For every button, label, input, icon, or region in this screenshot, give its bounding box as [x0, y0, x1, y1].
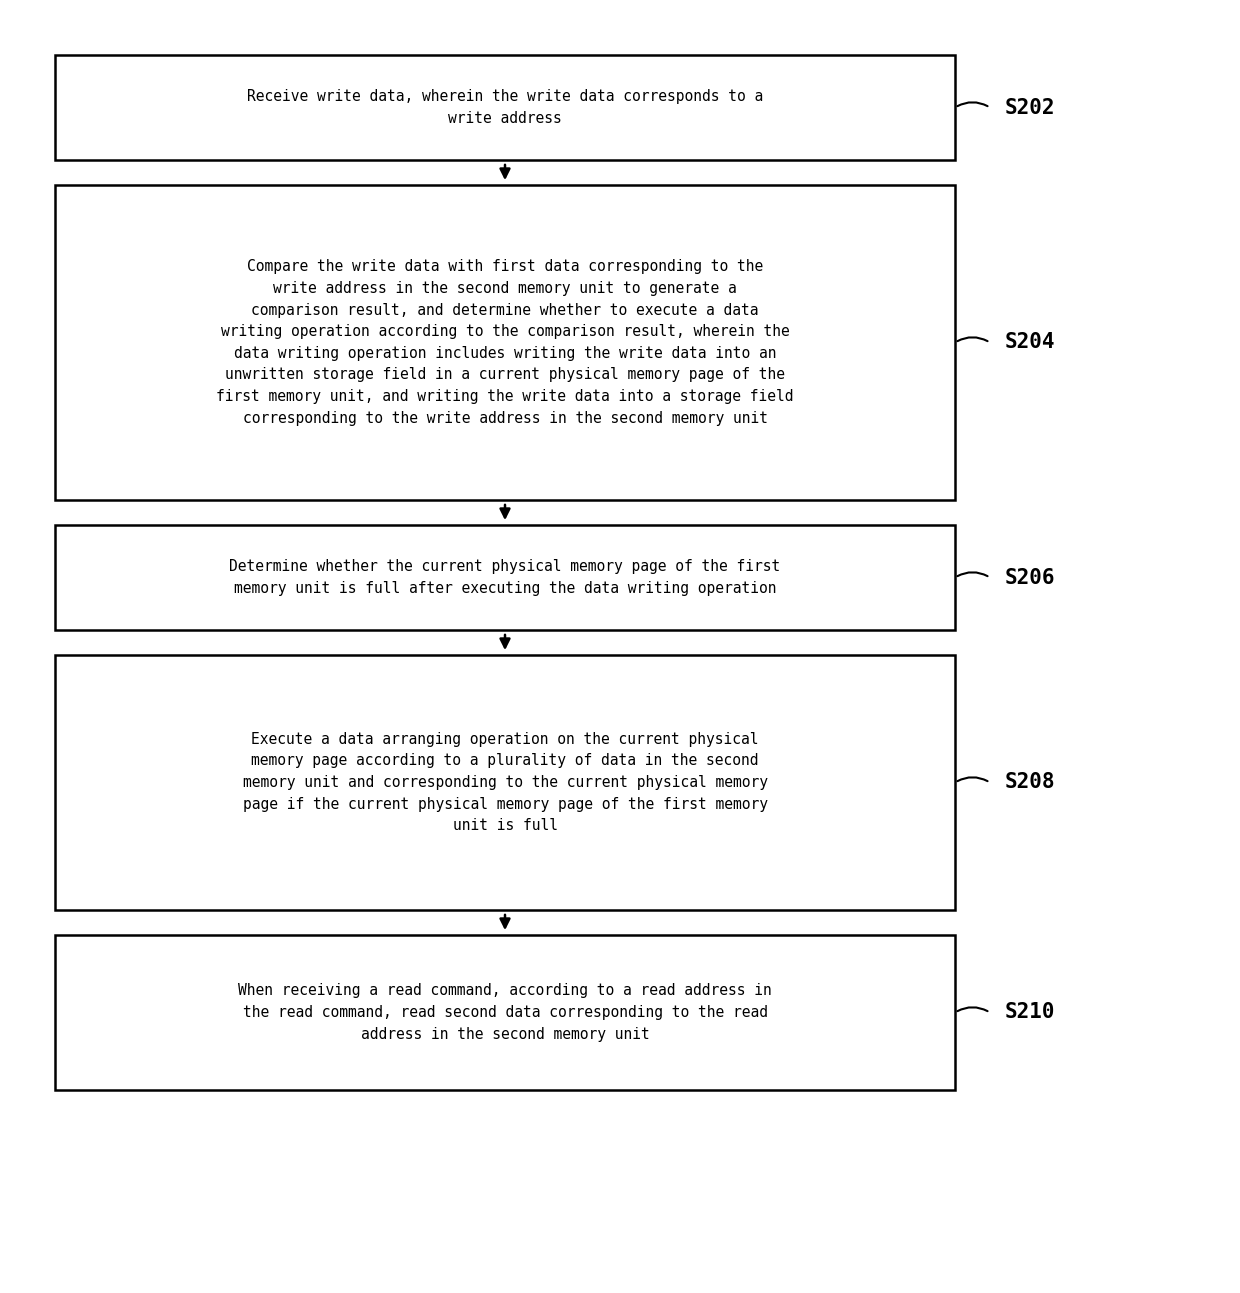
Text: S208: S208: [1004, 772, 1055, 793]
Bar: [55, 56, 955, 160]
Text: S202: S202: [1004, 97, 1055, 118]
Text: When receiving a read command, according to a read address in
the read command, : When receiving a read command, according…: [238, 984, 771, 1042]
Text: Execute a data arranging operation on the current physical
memory page according: Execute a data arranging operation on th…: [243, 732, 768, 833]
Text: Compare the write data with first data corresponding to the
write address in the: Compare the write data with first data c…: [216, 260, 794, 425]
Text: Receive write data, wherein the write data corresponds to a
write address: Receive write data, wherein the write da…: [247, 89, 763, 125]
Bar: [55, 525, 955, 630]
Text: S210: S210: [1004, 1002, 1055, 1023]
Text: S204: S204: [1004, 332, 1055, 353]
Bar: [55, 185, 955, 500]
Bar: [55, 656, 955, 910]
Bar: [55, 935, 955, 1090]
Text: S206: S206: [1004, 568, 1055, 587]
Text: Determine whether the current physical memory page of the first
memory unit is f: Determine whether the current physical m…: [229, 559, 781, 596]
